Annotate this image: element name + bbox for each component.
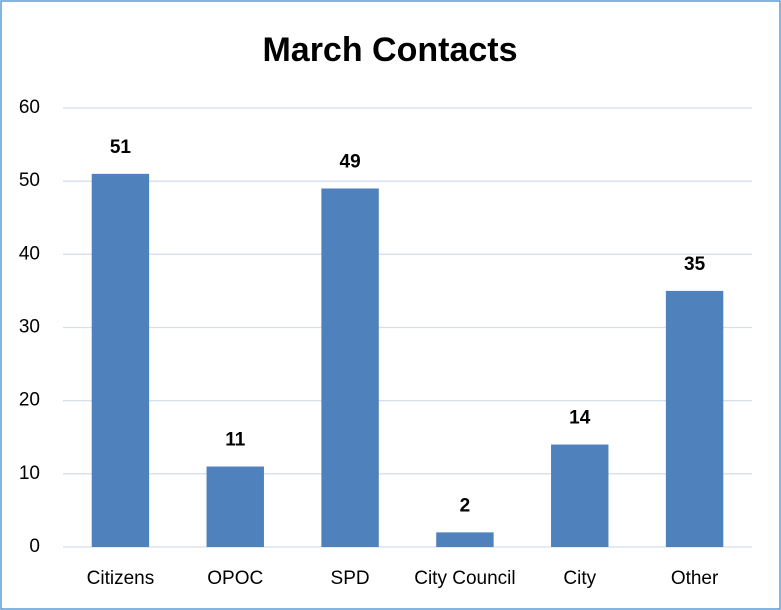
chart-title: March Contacts (262, 31, 517, 69)
y-tick-label: 40 (19, 243, 40, 264)
y-tick-label: 0 (29, 536, 40, 557)
x-tick-label: Citizens (87, 568, 155, 589)
y-tick-label: 50 (19, 170, 40, 191)
y-tick-label: 60 (19, 97, 40, 118)
bar (551, 444, 609, 547)
y-tick-label: 30 (19, 317, 40, 338)
y-tick-label: 20 (19, 390, 40, 411)
bar (91, 173, 150, 547)
bar (665, 290, 724, 547)
data-label: 35 (684, 254, 706, 275)
x-tick-label: SPD (331, 568, 370, 589)
x-tick-label: City (563, 568, 596, 589)
bar (436, 532, 494, 547)
data-label: 51 (110, 137, 132, 158)
x-tick-label: Other (671, 568, 719, 589)
y-tick-label: 10 (19, 463, 40, 484)
x-tick-label: OPOC (207, 568, 263, 589)
data-label: 11 (225, 430, 246, 451)
bar (206, 466, 264, 547)
x-tick-label: City Council (414, 568, 515, 589)
bar (321, 188, 379, 547)
data-label: 14 (569, 408, 591, 429)
data-label: 2 (460, 495, 471, 516)
data-label: 49 (340, 151, 361, 172)
